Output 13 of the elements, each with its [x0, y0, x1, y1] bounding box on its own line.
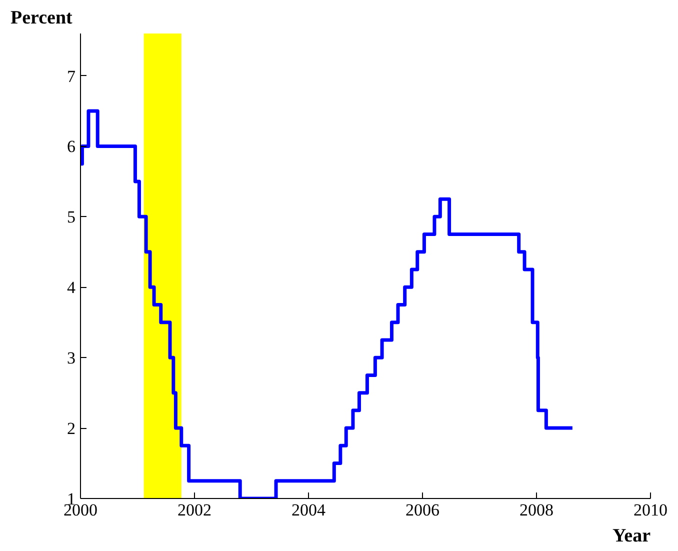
y-tick-label: 7 — [67, 66, 76, 86]
y-tick-label: 2 — [67, 419, 76, 438]
x-tick-label: 2006 — [406, 500, 440, 520]
y-tick-label: 6 — [67, 137, 76, 156]
x-tick-label: 2002 — [178, 500, 212, 520]
y-tick-label: 4 — [67, 278, 76, 298]
y-tick-label: 5 — [67, 208, 76, 227]
y-axis-title: Percent — [10, 8, 74, 28]
y-tick-label: 3 — [67, 348, 76, 368]
x-tick-label: 2004 — [292, 500, 326, 520]
x-axis-title: Year — [612, 526, 652, 546]
x-tick-label: 2010 — [634, 500, 668, 520]
x-tick-label: 2008 — [520, 500, 554, 520]
